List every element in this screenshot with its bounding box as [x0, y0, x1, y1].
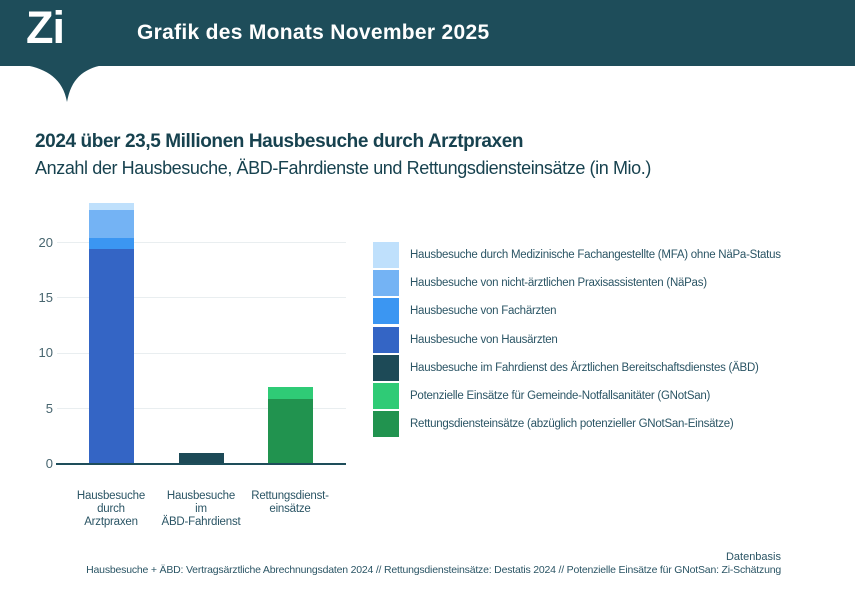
chart-subheadline: Anzahl der Hausbesuche, ÄBD-Fahrdienste …	[35, 158, 651, 178]
legend-swatch	[373, 383, 399, 409]
y-axis: 0 5 10 15 20	[20, 196, 53, 472]
bar-segment	[88, 238, 134, 250]
plot-area	[57, 196, 346, 464]
header-banner: Zi Grafik des Monats November 2025	[0, 0, 855, 66]
x-category-label: Rettungsdienst- einsätze	[251, 490, 329, 515]
bar-segment	[178, 452, 224, 464]
legend-item: Hausbesuche von nicht-ärztlichen Praxisa…	[373, 270, 707, 297]
bar-segment	[267, 398, 313, 464]
legend-swatch	[373, 411, 399, 438]
banner-title: Grafik des Monats November 2025	[137, 21, 490, 44]
gridline-5	[57, 408, 346, 410]
legend-item: Hausbesuche im Fahrdienst des Ärztlichen…	[373, 354, 759, 381]
legend-label: Hausbesuche von Hausärzten	[410, 333, 558, 346]
legend-item: Hausbesuche von Hausärzten	[373, 326, 558, 353]
y-tick-label-20: 20	[38, 234, 53, 250]
legend-swatch	[373, 354, 399, 381]
legend-label: Hausbesuche im Fahrdienst des Ärztlichen…	[410, 361, 759, 374]
legend-item: Hausbesuche von Fachärzten	[373, 298, 557, 325]
legend-item: Hausbesuche durch Medizinische Fachanges…	[373, 242, 781, 268]
bar-segment	[88, 249, 134, 464]
y-tick-label-10: 10	[38, 345, 53, 361]
gridline-15	[57, 297, 346, 299]
gridline-20	[57, 242, 346, 243]
legend-label: Potenzielle Einsätze für Gemeinde-Notfal…	[410, 390, 711, 402]
gridline-10	[57, 352, 346, 354]
legend-label: Hausbesuche durch Medizinische Fachanges…	[410, 249, 781, 261]
x-axis-line	[56, 462, 346, 465]
legend-swatch	[373, 298, 399, 325]
y-tick-label-5: 5	[45, 400, 53, 416]
chart-headline: 2024 über 23,5 Millionen Hausbesuche dur…	[35, 131, 524, 152]
data-basis-label: Datenbasis	[725, 551, 781, 563]
bar-segment	[267, 386, 313, 399]
chart-legend: Hausbesuche durch Medizinische Fachanges…	[373, 242, 843, 442]
x-category-label: Hausbesuche durch Arztpraxen	[76, 490, 146, 528]
footer: Datenbasis Hausbesuche + ÄBD: Vertragsär…	[86, 551, 781, 576]
x-axis-labels: Hausbesuche durch Arztpraxen Hausbesuche …	[57, 490, 346, 535]
y-tick-label-0: 0	[45, 456, 53, 471]
legend-swatch	[373, 326, 399, 353]
legend-label: Hausbesuche von nicht-ärztlichen Praxisa…	[410, 277, 707, 290]
y-tick-label-15: 15	[38, 289, 53, 305]
bar-segment	[88, 210, 134, 239]
bar-segment	[88, 202, 134, 211]
legend-swatch	[373, 242, 399, 268]
data-sources-line: Hausbesuche + ÄBD: Vertragsärztliche Abr…	[86, 564, 781, 576]
x-category-label: Hausbesuche im ÄBD-Fahrdienst	[161, 490, 241, 528]
zi-logo: Zi	[26, 2, 65, 53]
legend-item: Rettungsdiensteinsätze (abzüglich potenz…	[373, 411, 734, 438]
legend-label: Hausbesuche von Fachärzten	[410, 305, 557, 318]
legend-item: Potenzielle Einsätze für Gemeinde-Notfal…	[373, 383, 710, 409]
legend-label: Rettungsdiensteinsätze (abzüglich potenz…	[410, 418, 734, 431]
legend-swatch	[373, 270, 399, 297]
stacked-bar-chart: 0 5 10 15 20 Hausbesuche durch Arztpraxen Hau…	[20, 196, 360, 541]
speech-bubble-tail	[25, 65, 103, 102]
